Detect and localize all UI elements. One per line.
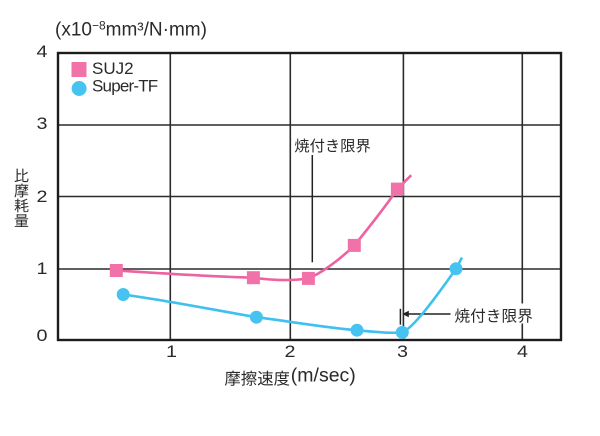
svg-text:3: 3	[37, 114, 48, 133]
svg-text:4: 4	[517, 342, 528, 361]
svg-text:SUJ2: SUJ2	[92, 59, 134, 78]
svg-text:(x10−8mm³/N·mm): (x10−8mm³/N·mm)	[55, 19, 207, 41]
svg-text:4: 4	[37, 42, 48, 61]
svg-text:3: 3	[397, 342, 408, 361]
svg-text:2: 2	[285, 342, 296, 361]
svg-text:1: 1	[37, 259, 48, 278]
svg-text:(m/sec): (m/sec)	[291, 366, 356, 387]
svg-text:2: 2	[37, 187, 48, 206]
svg-text:1: 1	[166, 342, 177, 361]
svg-text:0: 0	[37, 326, 48, 345]
svg-text:Super-TF: Super-TF	[92, 76, 158, 95]
